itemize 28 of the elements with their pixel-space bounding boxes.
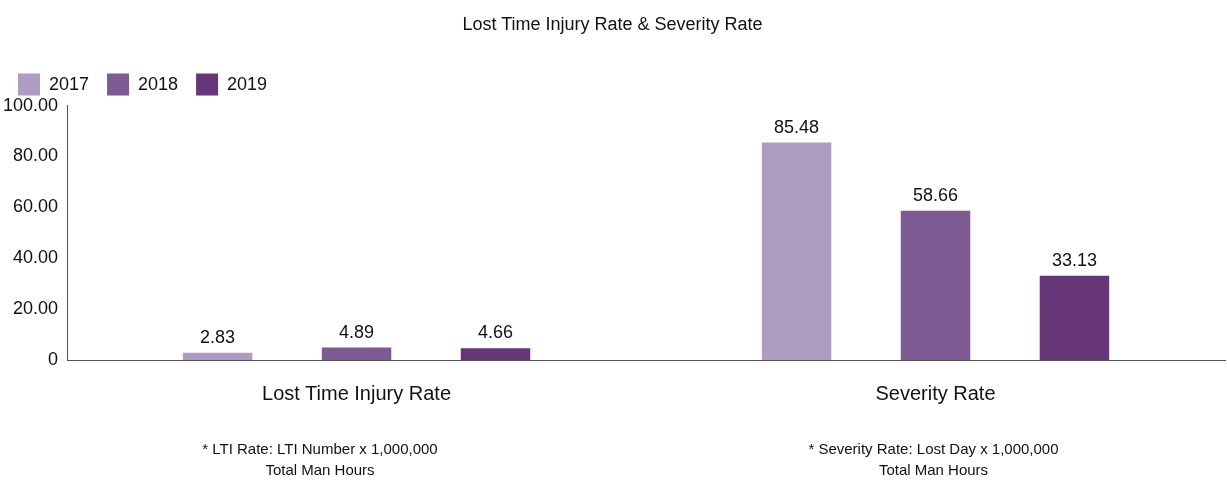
y-tick-label: 0: [48, 348, 59, 369]
bar: [1039, 275, 1110, 360]
x-tick-label: Lost Time Injury Rate: [262, 381, 452, 404]
data-label: 33.13: [1051, 249, 1097, 270]
y-tick-label: 80.00: [13, 145, 59, 166]
text: Total Man Hours: [264, 461, 376, 478]
data-label: 4.89: [339, 321, 375, 342]
legend-label: 2018: [138, 73, 179, 94]
legend-label: 2019: [227, 73, 268, 94]
bar: [900, 210, 971, 360]
y-tick-label: 60.00: [13, 196, 59, 217]
data-label: 2.83: [200, 326, 236, 347]
data-label: 85.48: [774, 116, 820, 137]
y-tick-label: 20.00: [13, 298, 59, 319]
text: Total Man Hours: [877, 461, 990, 478]
y-tick-label: 100.00: [2, 94, 59, 115]
y-tick-label: 40.00: [13, 247, 59, 268]
legend-label: 2017: [49, 73, 90, 94]
x-tick-label: Severity Rate: [875, 381, 996, 404]
data-label: 58.66: [912, 184, 959, 205]
chart-title: Lost Time Injury Rate & Severity Rate: [462, 13, 763, 34]
bar: [460, 348, 531, 360]
data-label: 4.66: [477, 322, 514, 343]
text: * LTI Rate: LTI Number x 1,000,000: [201, 440, 439, 457]
bar: [321, 347, 392, 360]
bar: [761, 142, 832, 360]
text: * Severity Rate: Lost Day x 1,000,000: [807, 440, 1060, 457]
bar: [182, 352, 253, 360]
